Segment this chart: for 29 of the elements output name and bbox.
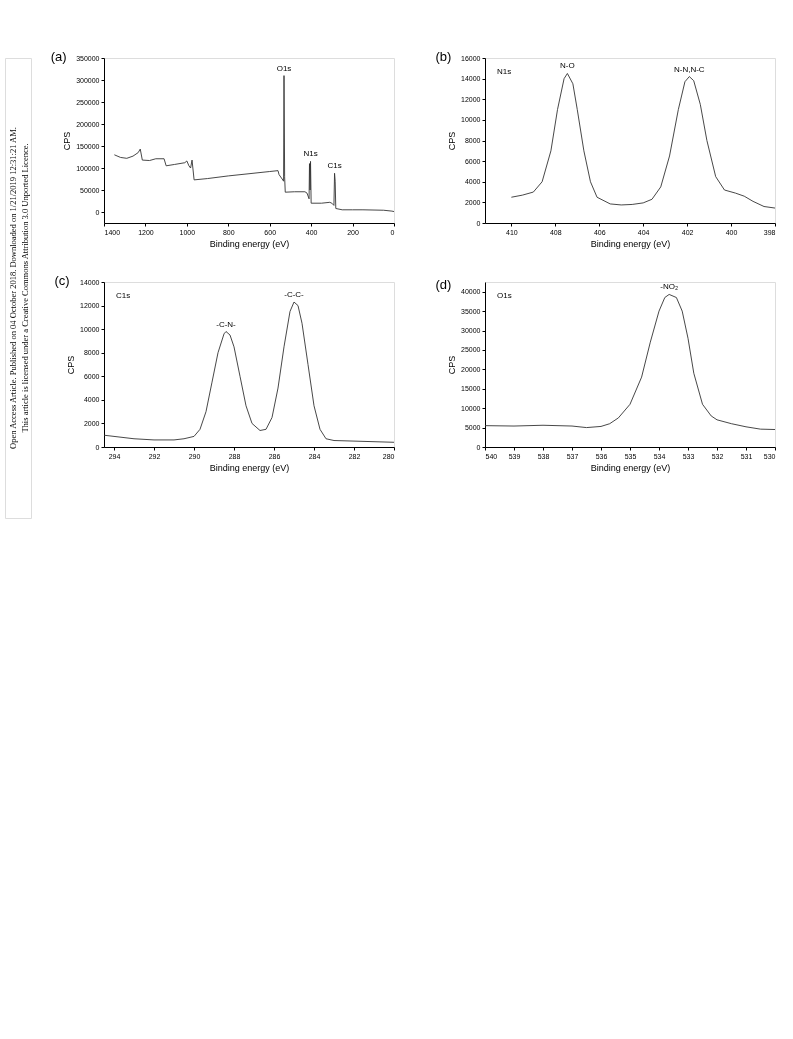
x-axis-title: Binding energy (eV) xyxy=(209,462,290,473)
line-series xyxy=(510,73,776,209)
annotation: N1s xyxy=(497,67,512,76)
y-axis-title: CPS xyxy=(447,355,458,375)
line-series xyxy=(103,301,395,443)
annotation: C1s xyxy=(116,291,131,300)
chart-title: (c) xyxy=(54,273,70,288)
annotation: N1s xyxy=(303,149,318,159)
annotation: O1s xyxy=(276,63,292,73)
annotation: N-O xyxy=(560,61,575,71)
annotation: C1s xyxy=(327,161,342,171)
text: Open Access Article. Published on 04 October 2018. Downloaded on 1/21/2019 12:31:21 AM. xyxy=(8,127,18,449)
y-axis-title: CPS xyxy=(62,131,73,151)
annotation: -C-C- xyxy=(284,290,305,300)
line-series xyxy=(484,293,776,430)
chart-title: (d) xyxy=(435,277,452,292)
chart-title: (b) xyxy=(435,49,452,64)
annotation: O1s xyxy=(497,291,512,300)
line-series xyxy=(113,75,395,213)
annotation: -NO₂ xyxy=(660,282,679,292)
annotation: -C-N- xyxy=(216,319,237,329)
y-axis-title: CPS xyxy=(66,355,77,375)
chart-title: (a) xyxy=(50,49,67,64)
x-axis-title: Binding energy (eV) xyxy=(590,238,671,249)
y-axis-title: CPS xyxy=(447,131,458,151)
annotation: N-N,N-C xyxy=(673,64,705,74)
text: This article is licensed under a Creative Commons Attribution 3.0 Unported Licence. xyxy=(20,143,30,433)
x-axis-title: Binding energy (eV) xyxy=(590,462,671,473)
x-axis-title: Binding energy (eV) xyxy=(209,238,290,249)
